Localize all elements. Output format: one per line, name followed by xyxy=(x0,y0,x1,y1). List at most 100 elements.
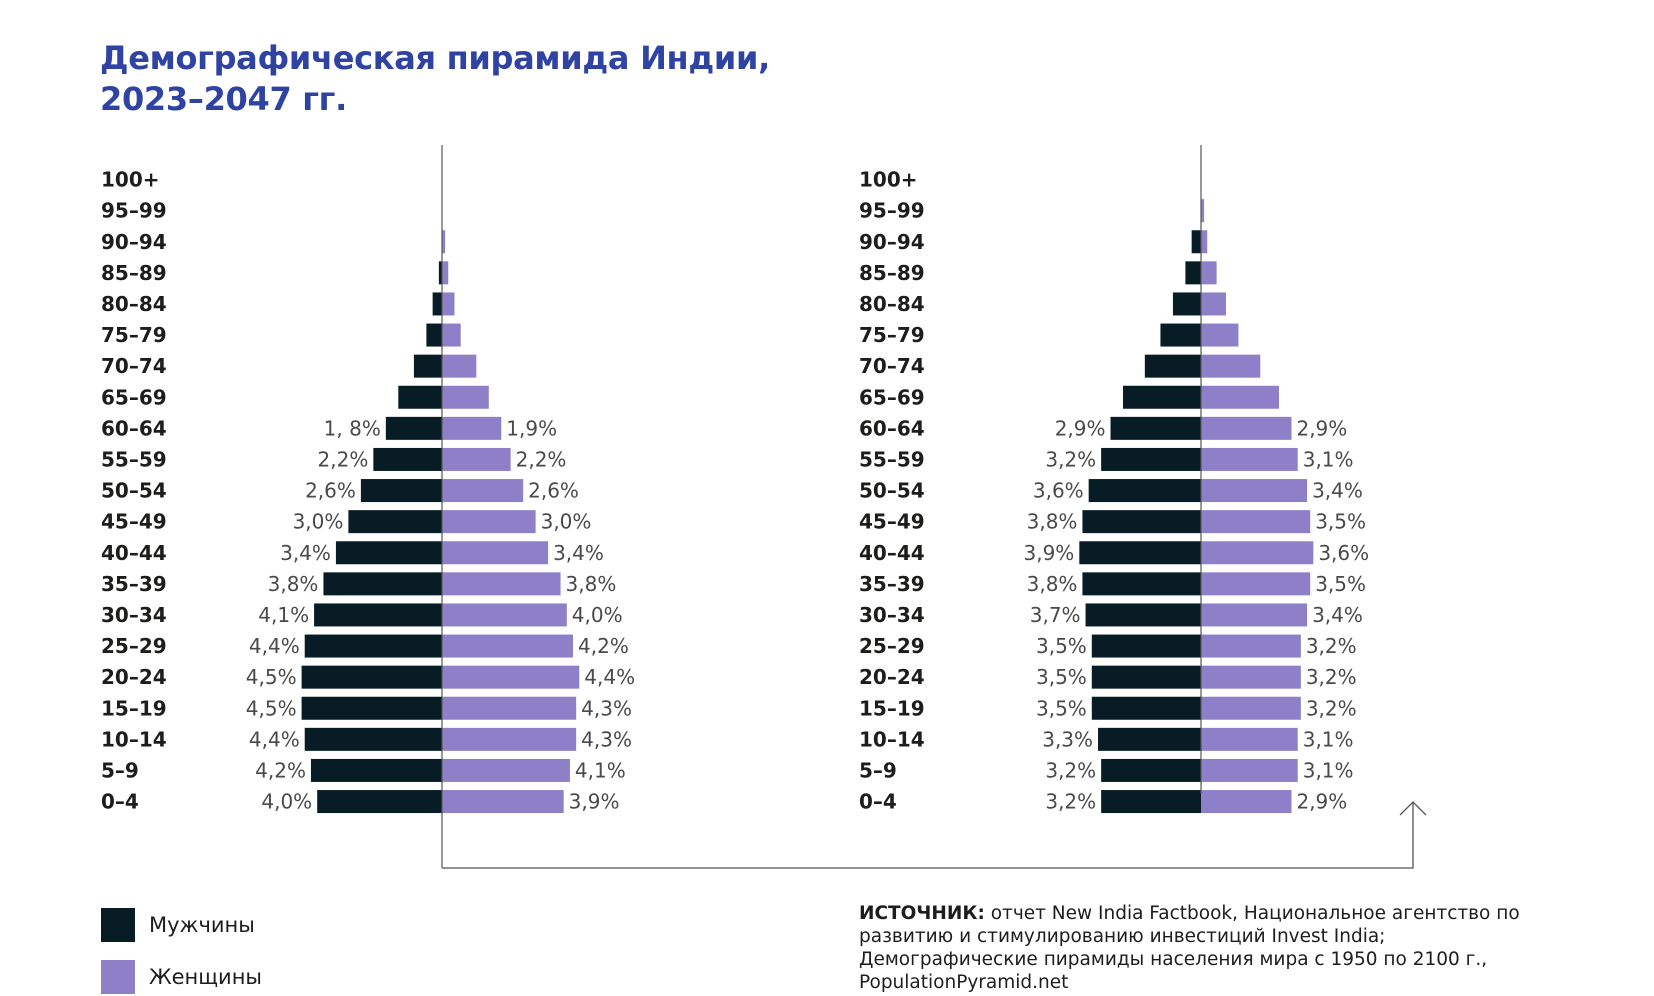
data-label-male: 1, 8% xyxy=(324,416,381,440)
age-label: 35–39 xyxy=(101,572,167,596)
age-label: 40–44 xyxy=(859,541,925,565)
bar-female xyxy=(1201,634,1301,658)
legend-swatch-male xyxy=(101,908,135,942)
data-label-male: 3,8% xyxy=(1027,510,1078,534)
data-label-female: 3,2% xyxy=(1306,634,1357,658)
data-label-female: 3,0% xyxy=(541,510,592,534)
bar-female xyxy=(442,447,511,471)
bar-male xyxy=(385,416,442,440)
age-label: 30–34 xyxy=(101,603,167,627)
bar-male xyxy=(301,696,442,720)
bar-male xyxy=(1101,790,1201,814)
bar-female xyxy=(442,790,564,814)
data-label-female: 3,1% xyxy=(1303,758,1354,782)
bar-male xyxy=(1101,447,1201,471)
age-label: 100+ xyxy=(859,168,918,192)
data-label-female: 2,6% xyxy=(528,479,579,503)
bar-female xyxy=(1201,292,1226,316)
data-label-male: 3,5% xyxy=(1036,665,1087,689)
age-label: 30–34 xyxy=(859,603,925,627)
bar-male xyxy=(360,479,442,503)
bar-female xyxy=(1201,385,1279,409)
data-label-male: 4,0% xyxy=(261,790,312,814)
data-label-female: 3,5% xyxy=(1315,510,1366,534)
age-label: 100+ xyxy=(101,168,160,192)
data-label-female: 3,6% xyxy=(1318,541,1369,565)
bar-male xyxy=(1191,230,1201,254)
bar-male xyxy=(304,634,442,658)
data-label-female: 3,8% xyxy=(566,572,617,596)
data-label-female: 3,2% xyxy=(1306,665,1357,689)
bar-male xyxy=(310,758,442,782)
data-label-male: 3,2% xyxy=(1045,758,1096,782)
bar-male xyxy=(1085,603,1201,627)
legend-swatch-female xyxy=(101,960,135,994)
bar-female xyxy=(1201,447,1298,471)
data-label-female: 3,4% xyxy=(553,541,604,565)
bar-male xyxy=(1185,261,1201,285)
bar-female xyxy=(1201,416,1292,440)
bar-female xyxy=(1201,541,1314,565)
bar-female xyxy=(442,696,577,720)
bar-female xyxy=(442,323,461,347)
data-label-female: 4,2% xyxy=(578,634,629,658)
bar-male xyxy=(438,261,442,285)
bar-male xyxy=(1082,510,1201,534)
bar-female xyxy=(442,385,489,409)
bar-female xyxy=(442,634,574,658)
bar-female xyxy=(1201,479,1308,503)
bar-male xyxy=(373,447,442,471)
age-label: 25–29 xyxy=(859,634,925,658)
age-label: 15–19 xyxy=(859,696,925,720)
bar-male xyxy=(426,323,442,347)
bar-female xyxy=(442,416,502,440)
age-label: 95–99 xyxy=(101,199,167,223)
data-label-female: 3,1% xyxy=(1303,727,1354,751)
data-label-female: 3,4% xyxy=(1312,603,1363,627)
age-label: 40–44 xyxy=(101,541,167,565)
bar-female xyxy=(442,230,446,254)
data-label-male: 3,5% xyxy=(1036,696,1087,720)
bar-female xyxy=(442,758,570,782)
bar-female xyxy=(442,665,580,689)
bar-female xyxy=(442,541,549,565)
bar-male xyxy=(301,665,442,689)
bar-male xyxy=(1082,572,1201,596)
data-label-male: 3,7% xyxy=(1030,603,1081,627)
bar-female xyxy=(1201,665,1301,689)
data-label-female: 2,9% xyxy=(1296,790,1347,814)
age-label: 90–94 xyxy=(859,230,925,254)
age-label: 95–99 xyxy=(859,199,925,223)
bar-female xyxy=(1201,510,1311,534)
age-label: 80–84 xyxy=(101,292,167,316)
data-label-female: 4,0% xyxy=(572,603,623,627)
age-label: 25–29 xyxy=(101,634,167,658)
data-label-female: 2,2% xyxy=(516,447,567,471)
source-label: ИСТОЧНИК: xyxy=(859,903,985,924)
bar-female xyxy=(1201,603,1308,627)
bar-male xyxy=(1088,479,1201,503)
age-label: 5–9 xyxy=(101,758,139,782)
data-label-female: 1,9% xyxy=(506,416,557,440)
bar-male xyxy=(1123,385,1201,409)
age-label: 55–59 xyxy=(859,447,925,471)
age-label: 70–74 xyxy=(859,354,925,378)
age-label: 5–9 xyxy=(859,758,897,782)
chart-title-line-1: Демографическая пирамида Индии, xyxy=(100,39,770,77)
data-label-male: 3,9% xyxy=(1024,541,1075,565)
bar-male xyxy=(1091,696,1201,720)
data-label-male: 3,2% xyxy=(1045,790,1096,814)
bar-female xyxy=(1201,696,1301,720)
bar-male xyxy=(323,572,442,596)
bar-female xyxy=(1201,323,1239,347)
bar-male xyxy=(1172,292,1201,316)
data-label-male: 2,9% xyxy=(1055,416,1106,440)
legend-label-male: Мужчины xyxy=(149,913,255,937)
data-label-male: 3,6% xyxy=(1033,479,1084,503)
bar-female xyxy=(1201,261,1217,285)
bar-male xyxy=(335,541,442,565)
bar-female xyxy=(442,603,567,627)
data-label-male: 3,4% xyxy=(280,541,331,565)
age-label: 35–39 xyxy=(859,572,925,596)
